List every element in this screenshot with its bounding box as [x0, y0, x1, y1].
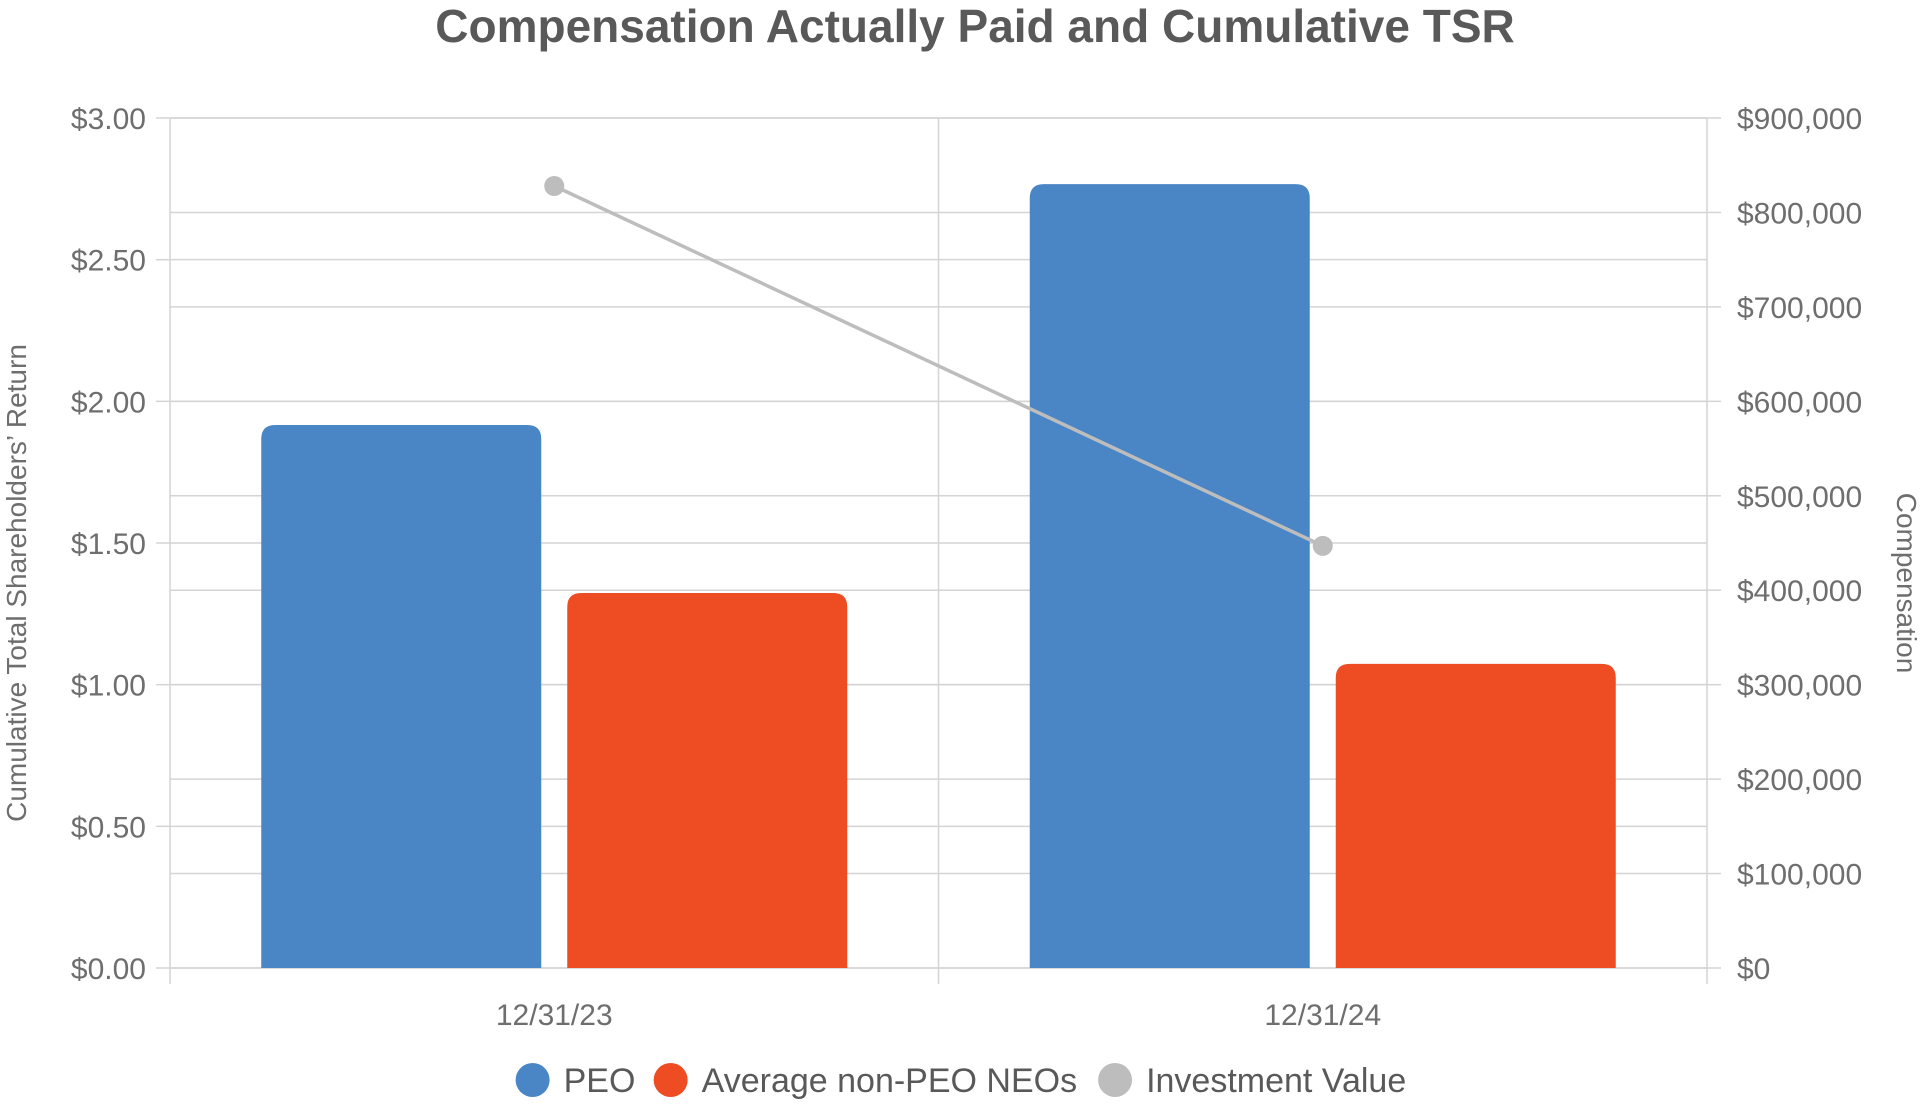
right-tick-label: $100,000 [1737, 859, 1862, 892]
axes: $0.00 $0.50 $1.00 $1.50 $2.00 $2.50 $3.00 $0 $10… [71, 103, 1862, 1032]
right-axis-label: Compensation [1891, 493, 1922, 674]
legend-label: PEO [564, 1062, 636, 1100]
right-tick-label: $400,000 [1737, 575, 1862, 608]
left-axis-label: Cumulative Total Shareholders’ Return [1, 344, 32, 822]
x-tick-label: 12/31/24 [1264, 999, 1381, 1032]
legend-marker [1098, 1063, 1133, 1097]
investment-value-line [544, 176, 1333, 556]
right-tick-label: $0 [1737, 953, 1770, 986]
legend-marker [653, 1063, 688, 1097]
legend-label: Average non-PEO NEOs [702, 1062, 1077, 1100]
bar-peo [261, 424, 542, 968]
legend: PEO Average non-PEO NEOs Investment Value [515, 1062, 1406, 1100]
right-tick-label: $500,000 [1737, 481, 1862, 514]
investment-value-point [544, 176, 565, 196]
left-tick-label: $3.00 [71, 103, 146, 136]
left-tick-label: $1.00 [71, 670, 146, 703]
left-tick-label: $0.00 [71, 953, 146, 986]
bar-average-non-peo-neos [1335, 663, 1616, 968]
bars [261, 184, 1616, 969]
right-tick-label: $900,000 [1737, 103, 1862, 136]
bar-average-non-peo-neos [567, 593, 848, 968]
right-tick-label: $800,000 [1737, 197, 1862, 230]
bar-peo [1029, 184, 1310, 969]
left-tick-label: $1.50 [71, 528, 146, 561]
chart-title: Compensation Actually Paid and Cumulativ… [435, 0, 1514, 52]
left-tick-label: $0.50 [71, 811, 146, 844]
legend-marker [515, 1063, 550, 1097]
right-tick-label: $700,000 [1737, 292, 1862, 325]
left-tick-label: $2.50 [71, 245, 146, 278]
left-tick-label: $2.00 [71, 386, 146, 419]
right-tick-label: $200,000 [1737, 764, 1862, 797]
x-tick-label: 12/31/23 [496, 999, 613, 1032]
investment-value-line-path [553, 184, 1324, 548]
investment-value-point [1312, 535, 1333, 556]
right-tick-label: $300,000 [1737, 670, 1862, 703]
right-tick-label: $600,000 [1737, 386, 1862, 419]
legend-label: Investment Value [1146, 1062, 1406, 1100]
